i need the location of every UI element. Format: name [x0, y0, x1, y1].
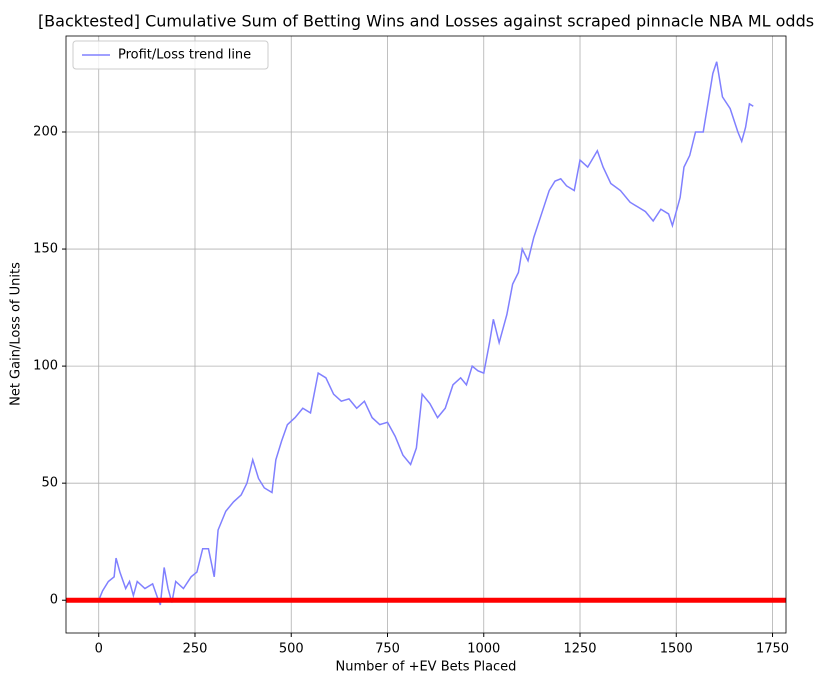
x-tick-label: 1000 — [467, 642, 500, 657]
y-tick-label: 200 — [33, 124, 58, 139]
x-tick-label: 0 — [95, 642, 103, 657]
x-tick-label: 500 — [279, 642, 304, 657]
x-tick-label: 250 — [183, 642, 208, 657]
x-axis-label: Number of +EV Bets Placed — [336, 660, 517, 675]
y-tick-label: 50 — [41, 476, 58, 491]
chart-title: [Backtested] Cumulative Sum of Betting W… — [38, 12, 814, 31]
x-tick-label: 1750 — [756, 642, 789, 657]
data-line — [98, 61, 754, 606]
x-tick-label: 750 — [375, 642, 400, 657]
plot-frame — [65, 35, 787, 634]
legend-box — [72, 40, 269, 70]
legend-label: Profit/Loss trend line — [118, 48, 251, 63]
y-tick-label: 150 — [33, 242, 58, 257]
y-axis-label: Net Gain/Loss of Units — [9, 262, 24, 406]
x-tick-label: 1250 — [563, 642, 596, 657]
y-tick-label: 0 — [50, 593, 58, 608]
y-tick-label: 100 — [33, 359, 58, 374]
x-tick-label: 1500 — [660, 642, 693, 657]
